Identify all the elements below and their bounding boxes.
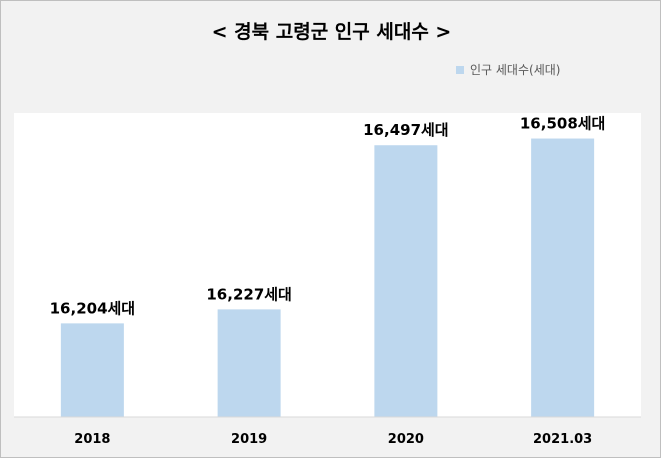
chart-legend: 인구 세대수(세대) <box>456 61 560 78</box>
x-tick-label: 2019 <box>231 432 267 447</box>
bar-2021.03 <box>531 138 595 417</box>
data-label: 16,204세대 <box>50 299 135 317</box>
chart-title: < 경북 고령군 인구 세대수 > <box>211 21 452 43</box>
x-tick-label: 2020 <box>388 432 424 447</box>
legend-label: 인구 세대수(세대) <box>470 63 561 77</box>
bar-2019 <box>217 309 281 417</box>
data-label: 16,227세대 <box>206 285 291 303</box>
data-label: 16,508세대 <box>520 115 605 133</box>
bar-2018 <box>60 323 124 417</box>
data-label: 16,497세대 <box>363 121 448 139</box>
x-tick-label: 2021.03 <box>533 432 592 447</box>
legend-swatch <box>456 65 464 74</box>
bar-2020 <box>374 145 438 417</box>
x-tick-label: 2018 <box>74 432 110 447</box>
